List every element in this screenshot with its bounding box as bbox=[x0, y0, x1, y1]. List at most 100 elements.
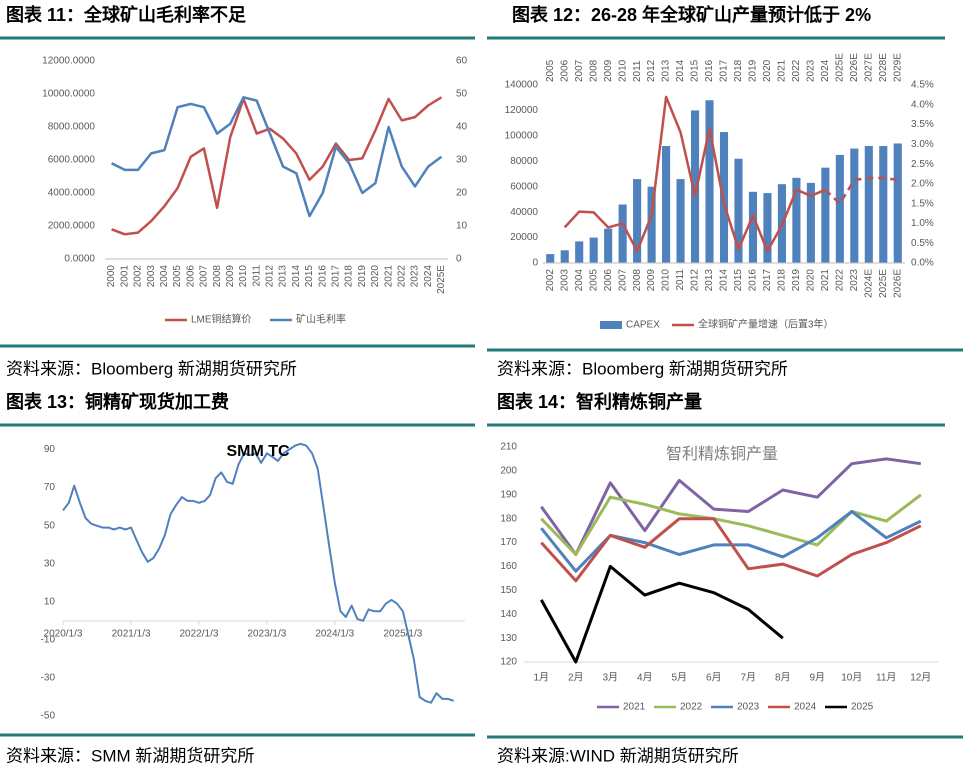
x-tick-label: 2019 bbox=[791, 269, 802, 292]
x-tick-label: 10月 bbox=[841, 672, 862, 684]
y-tick-label: 2.0% bbox=[911, 179, 934, 190]
x-tick-label: 5月 bbox=[671, 672, 687, 684]
x-tick-label: 2007 bbox=[617, 269, 628, 292]
x-tick-label: 2024 bbox=[423, 265, 434, 288]
x-tick-label: 12月 bbox=[910, 672, 931, 684]
x-tick-label: 2024/1/3 bbox=[315, 628, 354, 639]
x-tick-label: 2010 bbox=[238, 265, 249, 288]
x-tick-label: 2021 bbox=[820, 269, 831, 292]
series-line bbox=[111, 96, 443, 236]
y-tick-label: 70 bbox=[44, 482, 56, 493]
y-tick-label: 170 bbox=[500, 537, 517, 548]
x-tick-label: 2025E bbox=[878, 269, 889, 298]
y-tick-label: 4000.0000 bbox=[48, 188, 96, 199]
x-tick-label: 2012 bbox=[265, 265, 276, 288]
x-tick-label: 2020 bbox=[370, 265, 381, 288]
series-line bbox=[539, 564, 784, 664]
source-note: 资料来源：SMM 新湖期货研究所 bbox=[6, 746, 254, 765]
top-tick-label: 2009 bbox=[603, 59, 614, 82]
top-tick-label: 2011 bbox=[632, 60, 643, 82]
x-tick-label: 11月 bbox=[876, 672, 896, 684]
bar bbox=[676, 179, 685, 263]
source-note: 资料来源：Bloomberg 新湖期货研究所 bbox=[497, 359, 788, 378]
bar bbox=[546, 254, 555, 263]
x-tick-label: 2006 bbox=[603, 269, 614, 292]
top-tick-label: 2028E bbox=[878, 53, 889, 82]
x-tick-label: 2023 bbox=[410, 265, 421, 288]
top-tick-label: 2024 bbox=[820, 59, 831, 82]
bar bbox=[560, 250, 569, 263]
y-tick-label: 20000 bbox=[510, 232, 538, 243]
bar bbox=[589, 237, 598, 263]
source-note: 资料来源：Bloomberg 新湖期货研究所 bbox=[6, 359, 297, 378]
x-tick-label: 2015 bbox=[304, 265, 315, 288]
x-tick-label: 2002 bbox=[133, 265, 144, 288]
x-tick-label: 2014 bbox=[291, 265, 302, 288]
series-line bbox=[62, 442, 455, 704]
y-tick-label: 4.0% bbox=[911, 99, 934, 110]
x-tick-label: 2017 bbox=[762, 269, 773, 292]
y-tick-label: 140 bbox=[500, 609, 517, 620]
top-tick-label: 2021 bbox=[777, 59, 788, 82]
x-tick-label: 2008 bbox=[632, 269, 643, 292]
legend-swatch bbox=[600, 321, 622, 329]
y-tick-label: 200 bbox=[500, 466, 517, 477]
y-tick-label: 1.0% bbox=[911, 218, 934, 229]
y-tick-label: 3.5% bbox=[911, 119, 934, 130]
y-tick-label: 190 bbox=[500, 489, 517, 500]
y-tick-label: 50 bbox=[456, 89, 468, 100]
x-tick-label: 2005 bbox=[172, 265, 183, 288]
top-tick-label: 2018 bbox=[733, 59, 744, 82]
series-line bbox=[111, 96, 443, 218]
legend-label: LME铜结算价 bbox=[191, 313, 252, 326]
x-tick-label: 6月 bbox=[706, 672, 722, 684]
y-tick-label: 150 bbox=[500, 585, 517, 596]
bar bbox=[662, 146, 671, 263]
y-tick-label: 0 bbox=[456, 254, 462, 265]
series-line bbox=[540, 517, 922, 583]
bar bbox=[763, 193, 772, 263]
x-tick-label: 2012 bbox=[690, 269, 701, 292]
figure-heading: 图表 12：26-28 年全球矿山产量预计低于 2% bbox=[512, 4, 871, 25]
x-tick-label: 2018 bbox=[777, 269, 788, 292]
x-tick-label: 2004 bbox=[159, 265, 170, 288]
bar bbox=[850, 148, 859, 263]
x-tick-label: 2018 bbox=[344, 265, 355, 288]
top-tick-label: 2029E bbox=[892, 53, 903, 82]
bar bbox=[792, 177, 801, 263]
x-tick-label: 2011 bbox=[251, 265, 262, 287]
y-tick-label: -50 bbox=[41, 711, 56, 722]
x-tick-label: 2000 bbox=[106, 265, 117, 288]
top-tick-label: 2013 bbox=[661, 59, 672, 82]
x-tick-label: 2006 bbox=[185, 265, 196, 288]
figure-heading: 图表 11：全球矿山毛利率不足 bbox=[6, 4, 246, 25]
x-tick-label: 2016 bbox=[748, 269, 759, 292]
bar bbox=[618, 204, 627, 263]
y-tick-label: 0.0000 bbox=[64, 254, 95, 265]
top-tick-label: 2025E bbox=[834, 53, 845, 82]
bar bbox=[647, 186, 656, 263]
y-tick-label: 100000 bbox=[505, 130, 539, 141]
legend-label: 2021 bbox=[623, 702, 646, 713]
x-tick-label: 2008 bbox=[212, 265, 223, 288]
y-tick-label: -30 bbox=[41, 673, 56, 684]
y-tick-label: 30 bbox=[44, 558, 56, 569]
x-tick-label: 2002 bbox=[545, 269, 556, 292]
y-tick-label: 0.5% bbox=[911, 238, 934, 249]
x-tick-label: 2010 bbox=[661, 269, 672, 292]
top-tick-label: 2016 bbox=[704, 59, 715, 82]
bar bbox=[633, 179, 642, 263]
y-tick-label: 210 bbox=[500, 442, 517, 453]
y-tick-label: 160 bbox=[500, 561, 517, 572]
y-tick-label: 90 bbox=[44, 444, 56, 455]
legend-label: 矿山毛利率 bbox=[296, 313, 346, 326]
legend-label: 2024 bbox=[794, 702, 817, 713]
y-tick-label: 3.0% bbox=[911, 139, 934, 150]
x-tick-label: 2005 bbox=[588, 269, 599, 292]
x-tick-label: 2023 bbox=[849, 269, 860, 292]
y-tick-label: 12000.0000 bbox=[42, 56, 95, 67]
y-tick-label: 80000 bbox=[510, 156, 538, 167]
y-tick-label: 60000 bbox=[510, 181, 538, 192]
y-tick-label: 40 bbox=[456, 122, 468, 133]
